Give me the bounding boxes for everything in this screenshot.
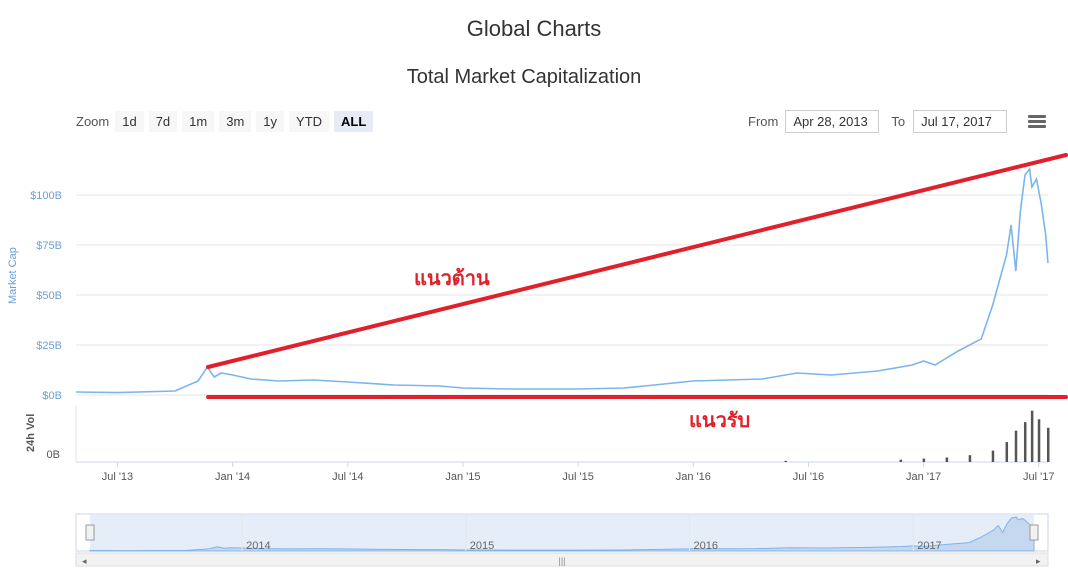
y-tick-label: $0B bbox=[42, 390, 62, 402]
zoom-7d-button[interactable]: 7d bbox=[148, 111, 178, 132]
x-tick-label: Jul '17 bbox=[1023, 471, 1054, 483]
x-tick-label: Jul '16 bbox=[793, 471, 824, 483]
x-tick-label: Jan '17 bbox=[906, 471, 941, 483]
volume-bar bbox=[784, 460, 787, 462]
volume-bar bbox=[1047, 427, 1050, 462]
volume-bar bbox=[1023, 422, 1027, 462]
volume-bar bbox=[945, 457, 949, 462]
y-tick-label: $25B bbox=[36, 340, 62, 352]
volume-bar bbox=[968, 455, 972, 462]
hamburger-menu-icon[interactable] bbox=[1028, 115, 1046, 129]
x-tick-label: Jan '16 bbox=[676, 471, 711, 483]
volume-bar bbox=[922, 458, 926, 462]
from-date-input[interactable]: Apr 28, 2013 bbox=[785, 110, 880, 133]
x-tick-label: Jan '15 bbox=[445, 471, 480, 483]
navigator-series bbox=[89, 516, 1035, 552]
volume-bar bbox=[1014, 430, 1018, 462]
zoom-1d-button[interactable]: 1d bbox=[115, 111, 144, 132]
volume-bar bbox=[1005, 442, 1009, 462]
zoom-toolbar: Zoom 1d 7d 1m 3m 1y YTD ALL bbox=[76, 111, 378, 132]
resistance-annotation: แนวต้าน bbox=[414, 266, 490, 290]
navigator-tick-label: 2016 bbox=[694, 540, 718, 552]
volume-y-tick-label: 0B bbox=[47, 449, 60, 461]
x-tick-label: Jul '13 bbox=[102, 471, 133, 483]
market-cap-series-line bbox=[75, 166, 1049, 394]
zoom-all-button[interactable]: ALL bbox=[334, 111, 374, 132]
y-tick-label: $50B bbox=[36, 290, 62, 302]
x-tick-label: Jul '15 bbox=[562, 471, 593, 483]
volume-bar bbox=[1037, 419, 1041, 462]
scrollbar-grip-icon: ||| bbox=[558, 556, 565, 566]
volume-bar bbox=[991, 450, 995, 462]
page-title: Global Charts bbox=[466, 16, 602, 41]
zoom-ytd-button[interactable]: YTD bbox=[289, 111, 330, 132]
volume-bar bbox=[899, 459, 903, 462]
scroll-left-arrow-icon[interactable]: ◂ bbox=[82, 556, 87, 566]
to-label: To bbox=[891, 114, 906, 129]
navigator-scrollbar[interactable] bbox=[75, 552, 1049, 567]
navigator-tick-label: 2014 bbox=[246, 540, 270, 552]
x-tick-label: Jul '14 bbox=[332, 471, 363, 483]
navigator-right-handle[interactable] bbox=[1029, 524, 1039, 541]
zoom-3m-button[interactable]: 3m bbox=[219, 111, 252, 132]
support-annotation: แนวรับ bbox=[689, 408, 751, 432]
resistance-trendline bbox=[206, 153, 1068, 369]
chart-title: Total Market Capitalization bbox=[406, 66, 642, 88]
navigator-left-handle[interactable] bbox=[85, 524, 95, 541]
volume-bar bbox=[1030, 410, 1034, 462]
zoom-1m-button[interactable]: 1m bbox=[182, 111, 215, 132]
scroll-right-arrow-icon[interactable]: ▸ bbox=[1036, 556, 1041, 566]
from-label: From bbox=[748, 114, 779, 129]
date-range: From Apr 28, 2013 To Jul 17, 2017 bbox=[748, 110, 1008, 133]
navigator-selection bbox=[90, 514, 1034, 551]
navigator-tick-label: 2015 bbox=[470, 540, 494, 552]
zoom-label: Zoom bbox=[76, 114, 110, 129]
y-tick-label: $100B bbox=[30, 190, 62, 202]
zoom-1y-button[interactable]: 1y bbox=[256, 111, 285, 132]
navigator-tick-label: 2017 bbox=[917, 540, 941, 552]
to-date-input[interactable]: Jul 17, 2017 bbox=[913, 110, 1008, 133]
y-tick-label: $75B bbox=[36, 240, 62, 252]
x-tick-label: Jan '14 bbox=[215, 471, 250, 483]
